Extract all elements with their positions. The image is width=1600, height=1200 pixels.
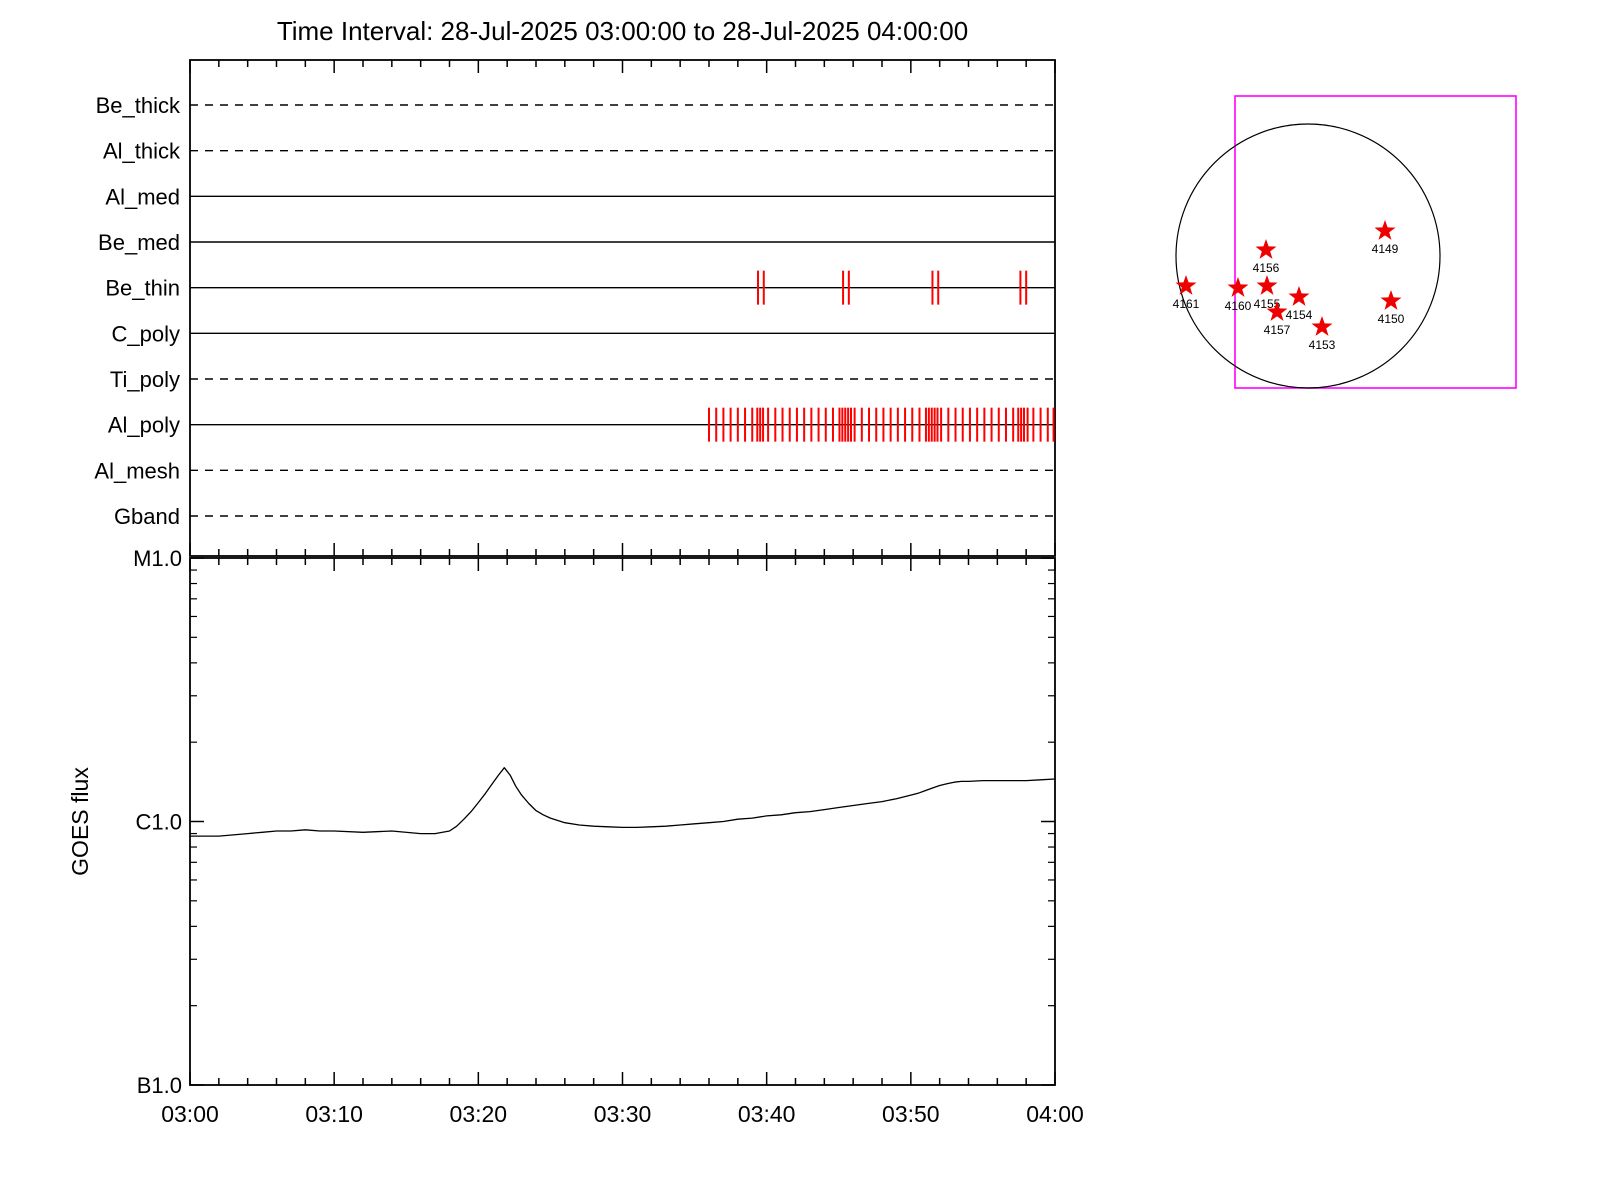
goes-x-tick-label: 04:00 (1026, 1101, 1084, 1127)
active-region-star (1374, 220, 1396, 240)
active-region-star (1175, 275, 1197, 295)
filter-label: Be_thick (96, 93, 181, 118)
goes-y-tick-label: M1.0 (133, 546, 182, 571)
active-region-label: 4150 (1378, 312, 1405, 326)
filter-label: C_poly (112, 321, 180, 346)
filter-label: Al_poly (108, 413, 180, 438)
goes-x-tick-label: 03:30 (594, 1101, 652, 1127)
active-region-star (1380, 290, 1402, 310)
goes-panel-border (189, 557, 1056, 1086)
filter-label: Gband (114, 504, 180, 529)
active-region-star (1256, 275, 1278, 295)
filter-label: Al_mesh (94, 458, 180, 483)
goes-flux-curve (190, 767, 1056, 837)
goes-x-tick-label: 03:40 (738, 1101, 796, 1127)
active-region-star (1227, 277, 1249, 297)
filter-label: Ti_poly (110, 367, 180, 392)
filter-label: Be_med (98, 230, 180, 255)
goes-x-tick-label: 03:50 (882, 1101, 940, 1127)
goes-y-tick-label: B1.0 (137, 1073, 182, 1098)
active-region-label: 4161 (1173, 297, 1200, 311)
filter-label: Al_med (105, 184, 180, 209)
filter-label: Be_thin (105, 276, 180, 301)
active-region-label: 4154 (1286, 308, 1313, 322)
active-region-label: 4149 (1372, 242, 1399, 256)
active-region-label: 4155 (1254, 297, 1281, 311)
fov-box (1234, 95, 1517, 389)
goes-y-tick-label: C1.0 (136, 810, 182, 835)
solar-limb-circle (1175, 123, 1441, 389)
goes-x-tick-label: 03:10 (305, 1101, 363, 1127)
active-region-star (1311, 316, 1333, 336)
active-region-star (1266, 301, 1288, 321)
filter-label: Al_thick (103, 139, 181, 164)
active-region-label: 4153 (1309, 338, 1336, 352)
plot-title: Time Interval: 28-Jul-2025 03:00:00 to 2… (276, 16, 969, 46)
goes-x-tick-label: 03:00 (161, 1101, 219, 1127)
active-region-label: 4160 (1225, 299, 1252, 313)
timeline-panel-border (189, 59, 1056, 557)
active-region-star (1255, 239, 1277, 259)
active-region-label: 4156 (1253, 261, 1280, 275)
active-region-label: 4157 (1264, 323, 1291, 337)
goes-ylabel: GOES flux (67, 767, 93, 876)
active-region-star (1288, 286, 1310, 306)
goes-x-tick-label: 03:20 (450, 1101, 508, 1127)
